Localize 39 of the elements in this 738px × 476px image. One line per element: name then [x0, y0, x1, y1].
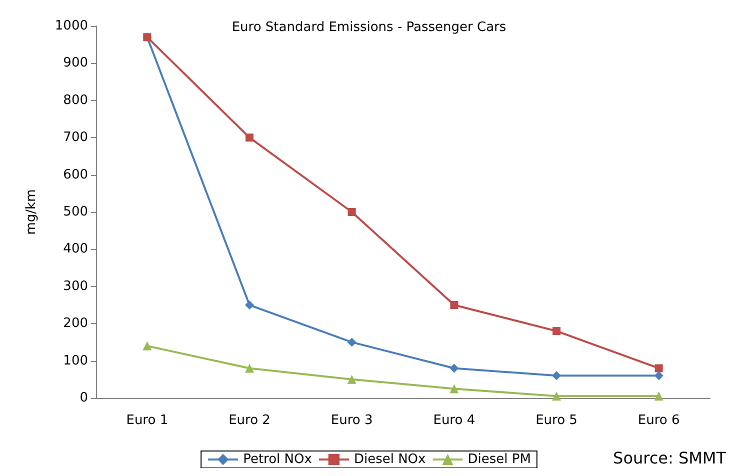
- point: [552, 327, 560, 336]
- source-note: Source: SMMT: [613, 448, 726, 468]
- point: [552, 392, 561, 401]
- point: [245, 364, 254, 373]
- point: [348, 208, 356, 216]
- x-tick-label: Euro 2: [228, 413, 270, 428]
- point: [450, 364, 459, 373]
- point: [450, 384, 459, 394]
- point: [245, 300, 254, 310]
- y-tick-label: 100: [63, 353, 88, 368]
- y-tick-label: 500: [63, 204, 88, 220]
- y-tick-label: 300: [63, 278, 88, 294]
- chart-title: Euro Standard Emissions - Passenger Cars: [232, 20, 506, 35]
- y-tick-label: 900: [63, 56, 88, 71]
- legend-label: Petrol NOx: [243, 452, 312, 467]
- x-tick-label: Euro 4: [433, 413, 476, 428]
- x-tick-label: Euro 5: [536, 413, 578, 428]
- point: [654, 392, 664, 401]
- y-tick-label: 400: [63, 242, 88, 257]
- legend-label: Diesel PM: [468, 452, 531, 467]
- point: [552, 371, 561, 380]
- point: [142, 341, 152, 350]
- legend-label: Diesel NOx: [354, 452, 426, 467]
- y-tick-label: 1000: [54, 18, 88, 34]
- y-tick-label: 200: [63, 316, 88, 332]
- point: [654, 364, 663, 372]
- x-tick-label: Euro 6: [638, 413, 680, 428]
- y-tick-label: 600: [63, 167, 88, 182]
- point: [347, 374, 356, 384]
- point: [450, 301, 458, 309]
- point: [654, 371, 664, 380]
- y-tick-label: 0: [80, 390, 88, 406]
- point: [347, 338, 356, 347]
- x-tick-label: Euro 3: [330, 413, 373, 428]
- y-axis-title: mg/km: [24, 189, 39, 235]
- y-tick-label: 800: [63, 92, 88, 108]
- x-tick-label: Euro 1: [126, 413, 168, 428]
- point: [246, 134, 254, 142]
- y-tick-label: 700: [63, 130, 88, 146]
